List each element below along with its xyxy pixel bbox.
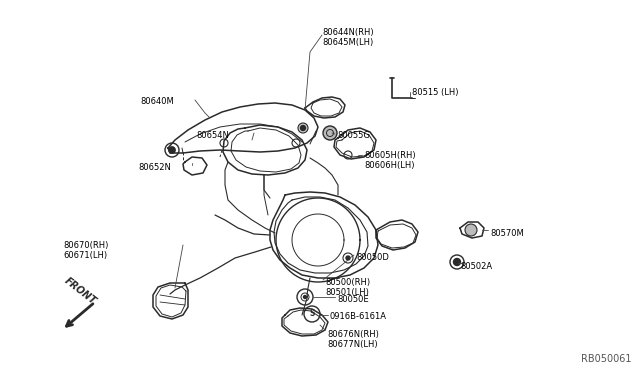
- Circle shape: [323, 126, 337, 140]
- Circle shape: [346, 256, 350, 260]
- Circle shape: [465, 224, 477, 236]
- Text: 80644N(RH)
80645M(LH): 80644N(RH) 80645M(LH): [322, 28, 374, 47]
- Text: RB050061: RB050061: [582, 354, 632, 364]
- Text: 80502A: 80502A: [460, 262, 492, 271]
- Circle shape: [298, 123, 308, 133]
- Text: 80055G: 80055G: [337, 131, 370, 140]
- Text: 80570M: 80570M: [490, 229, 524, 238]
- Text: FRONT: FRONT: [62, 275, 98, 306]
- Text: 80050D: 80050D: [356, 253, 389, 262]
- Text: 80654N: 80654N: [196, 131, 229, 140]
- Circle shape: [303, 295, 307, 298]
- Text: 80640M: 80640M: [140, 97, 173, 106]
- Text: 80652N: 80652N: [138, 163, 171, 172]
- Text: 80050E: 80050E: [337, 295, 369, 304]
- Text: 80670(RH)
60671(LH): 80670(RH) 60671(LH): [63, 241, 108, 260]
- Circle shape: [168, 147, 175, 154]
- Text: 0916B-6161A: 0916B-6161A: [330, 312, 387, 321]
- Text: 80605H(RH)
80606H(LH): 80605H(RH) 80606H(LH): [364, 151, 415, 170]
- Text: 80515 (LH): 80515 (LH): [412, 88, 458, 97]
- Text: S: S: [309, 310, 315, 318]
- Circle shape: [301, 125, 305, 131]
- Text: 80500(RH)
80501(LH): 80500(RH) 80501(LH): [325, 278, 370, 297]
- Circle shape: [454, 259, 461, 266]
- Text: 80676N(RH)
80677N(LH): 80676N(RH) 80677N(LH): [327, 330, 379, 349]
